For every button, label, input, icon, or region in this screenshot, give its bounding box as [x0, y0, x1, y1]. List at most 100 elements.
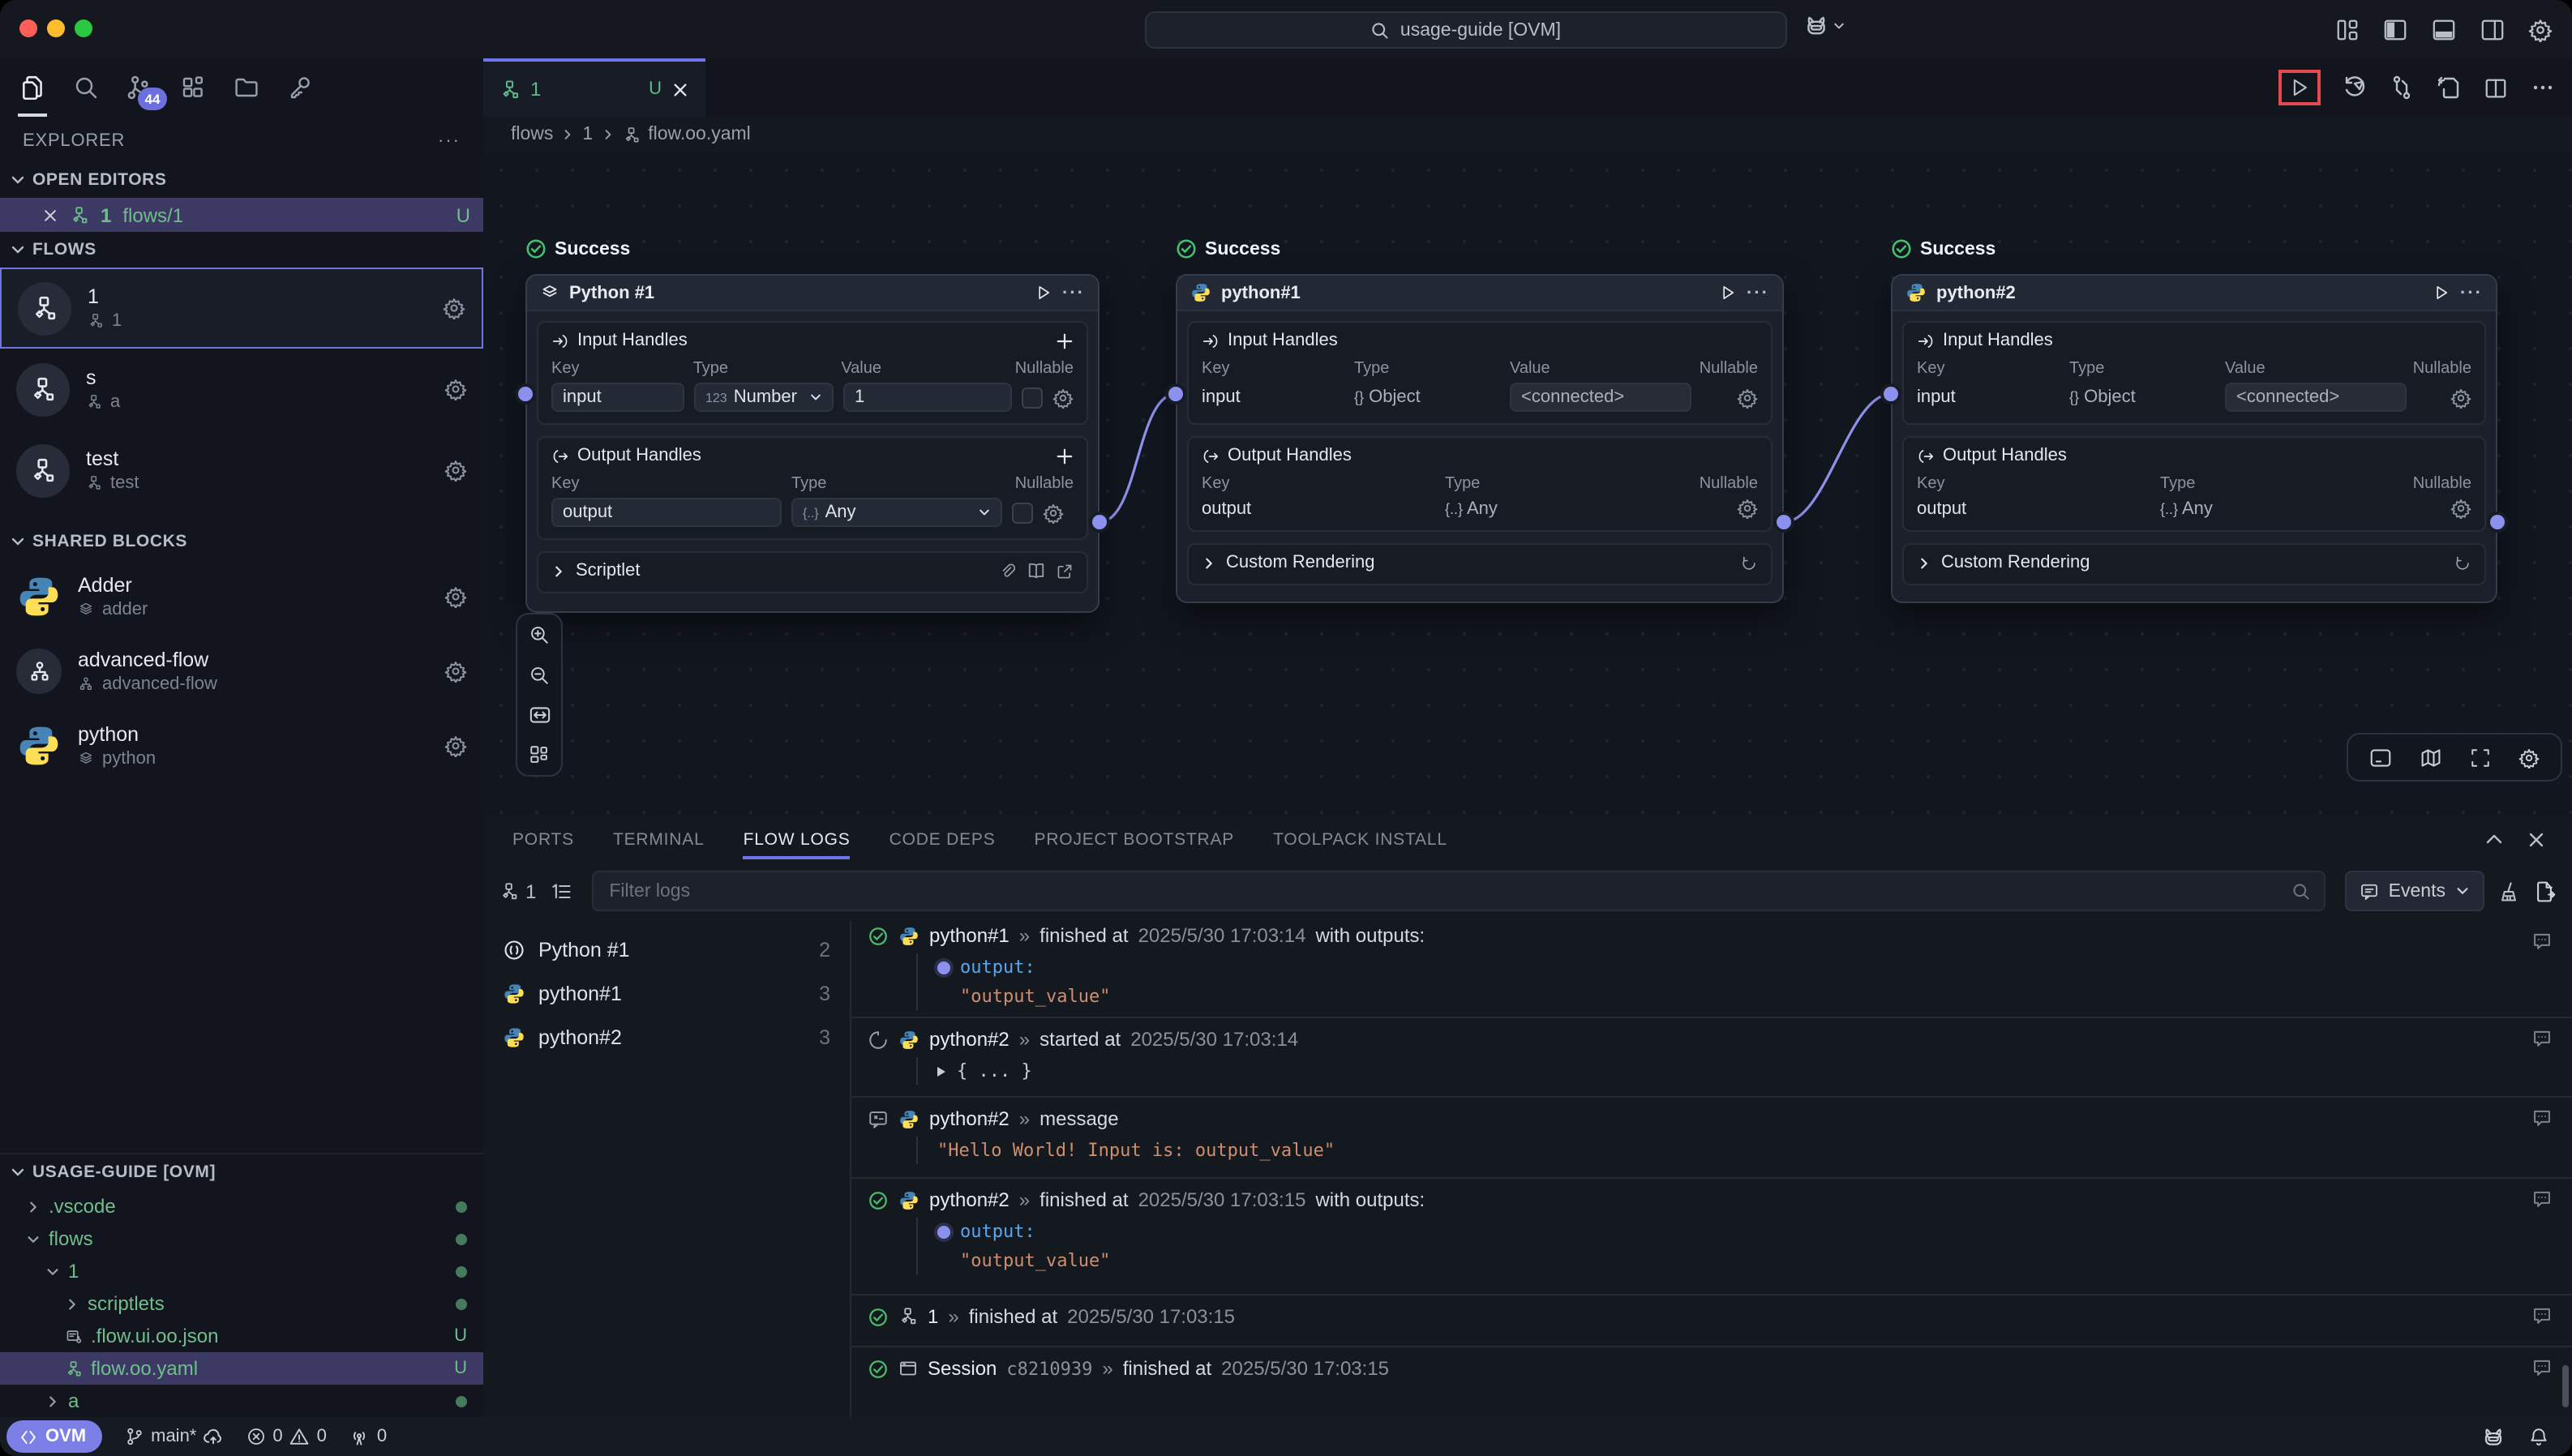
node-header[interactable]: Python #1 ···: [527, 276, 1098, 311]
open-docs-icon[interactable]: [1027, 561, 1046, 580]
flow-list-item[interactable]: 1 1: [0, 268, 483, 349]
replay-icon[interactable]: [2342, 75, 2368, 101]
log-entry[interactable]: python#2» message "Hello World! Input is…: [851, 1098, 2572, 1179]
log-node-row[interactable]: Python #1 2: [483, 927, 850, 971]
log-entry[interactable]: python#2» finished at 2025/5/30 17:03:15 w…: [851, 1179, 2572, 1295]
flow-list-item[interactable]: test test: [0, 430, 483, 511]
notifications-bell-icon[interactable]: [2528, 1426, 2549, 1447]
tree-item-1[interactable]: 1: [0, 1255, 483, 1287]
log-node-row[interactable]: python#2 3: [483, 1015, 850, 1059]
filter-logs-input[interactable]: [606, 880, 2291, 902]
log-entry[interactable]: 1» finished at 2025/5/30 17:03:15: [851, 1295, 2572, 1347]
activity-flows[interactable]: 44: [122, 58, 167, 117]
comment-icon[interactable]: [2531, 931, 2553, 952]
node-more-icon[interactable]: ···: [1062, 283, 1085, 302]
output-handle-dot[interactable]: [1773, 512, 1794, 533]
flow-node-python-1[interactable]: Python #1 ··· Input Handles Key Type Value…: [525, 274, 1100, 613]
settings-gear-icon[interactable]: [2528, 17, 2553, 41]
flow-settings-icon[interactable]: [444, 459, 467, 482]
scrollbar-thumb[interactable]: [2562, 1365, 2569, 1407]
console-panel-icon[interactable]: [2369, 747, 2392, 768]
handle-settings-icon[interactable]: [2450, 498, 2471, 519]
run-node-icon[interactable]: [1035, 284, 1052, 302]
split-editor-icon[interactable]: [2483, 75, 2509, 100]
comment-icon[interactable]: [2531, 1305, 2553, 1326]
zoom-window-button[interactable]: [75, 19, 92, 37]
run-flow-button[interactable]: [2278, 70, 2321, 105]
workspace-tree-header[interactable]: USAGE-GUIDE [OVM]: [0, 1153, 483, 1190]
run-node-icon[interactable]: [1719, 284, 1737, 302]
toggle-secondary-sidebar-icon[interactable]: [2480, 17, 2506, 41]
open-editors-header[interactable]: OPEN EDITORS: [0, 162, 483, 198]
toggle-panel-icon[interactable]: [2431, 17, 2457, 41]
tree-item-flow-ui-json[interactable]: .flow.ui.oo.json U: [0, 1320, 483, 1352]
tree-item-scriptlets[interactable]: scriptlets: [0, 1287, 483, 1320]
comment-icon[interactable]: [2531, 1188, 2553, 1210]
shared-block-item[interactable]: advanced-flow advanced-flow: [0, 634, 483, 709]
add-handle-icon[interactable]: [1056, 447, 1074, 465]
command-center-search[interactable]: usage-guide [OVM]: [1145, 11, 1787, 49]
handle-settings-icon[interactable]: [1052, 387, 1074, 408]
toggle-primary-sidebar-icon[interactable]: [2382, 17, 2408, 41]
custom-rendering-section[interactable]: Custom Rendering: [1902, 543, 2486, 585]
flow-settings-icon[interactable]: [444, 378, 467, 400]
copilot-menu[interactable]: [1803, 13, 1845, 39]
fit-view-icon[interactable]: [528, 705, 551, 725]
comment-icon[interactable]: [2531, 1107, 2553, 1128]
maximize-panel-icon[interactable]: [2484, 830, 2504, 850]
refresh-icon[interactable]: [2454, 554, 2471, 572]
block-settings-icon[interactable]: [444, 585, 467, 608]
zoom-in-icon[interactable]: [529, 624, 550, 645]
tab-toolpack-install[interactable]: TOOLPACK INSTALL: [1273, 830, 1447, 850]
handle-settings-icon[interactable]: [2450, 387, 2471, 408]
minimap-icon[interactable]: [2420, 747, 2442, 768]
comment-icon[interactable]: [2531, 1357, 2553, 1378]
tree-item-vscode[interactable]: .vscode: [0, 1190, 483, 1223]
log-entry[interactable]: python#1» finished at 2025/5/30 17:03:14 w…: [851, 921, 2572, 1018]
git-branch-status[interactable]: main*: [125, 1426, 224, 1447]
canvas-settings-icon[interactable]: [2518, 747, 2540, 768]
activity-explorer[interactable]: [15, 58, 50, 117]
output-handle-dot[interactable]: [1089, 512, 1110, 533]
auto-layout-icon[interactable]: [529, 744, 550, 765]
editor-tab-flow-1[interactable]: 1 U: [483, 58, 705, 117]
nullable-checkbox[interactable]: [1012, 502, 1033, 523]
flow-list-item[interactable]: s a: [0, 349, 483, 430]
open-editor-item[interactable]: 1 flows/1 U: [0, 198, 483, 232]
sync-cloud-icon[interactable]: [203, 1426, 224, 1447]
tab-close-icon[interactable]: [671, 80, 689, 98]
shared-blocks-header[interactable]: SHARED BLOCKS: [0, 524, 483, 559]
log-entry[interactable]: Session c8210939 » finished at 2025/5/30 …: [851, 1347, 2572, 1415]
tab-terminal[interactable]: TERMINAL: [612, 830, 705, 850]
nullable-checkbox[interactable]: [1022, 387, 1043, 408]
input-handle-dot[interactable]: [515, 383, 536, 405]
output-handle-dot[interactable]: [2487, 512, 2508, 533]
fullscreen-icon[interactable]: [2470, 747, 2491, 768]
handle-settings-icon[interactable]: [1737, 498, 1758, 519]
activity-blocks[interactable]: [175, 58, 211, 117]
minimize-window-button[interactable]: [47, 19, 65, 37]
events-dropdown[interactable]: Events: [2344, 871, 2484, 911]
flow-node-python2[interactable]: python#2 ··· Input Handles Key Type Value N…: [1891, 274, 2497, 603]
custom-rendering-section[interactable]: Custom Rendering: [1187, 543, 1773, 585]
input-type-select[interactable]: 123 Number: [694, 383, 834, 412]
input-value-field[interactable]: [855, 388, 1001, 407]
activity-folder[interactable]: [229, 58, 264, 117]
log-entry[interactable]: python#2» started at 2025/5/30 17:03:14 {…: [851, 1018, 2572, 1098]
output-key-field[interactable]: [563, 503, 770, 522]
block-settings-icon[interactable]: [444, 734, 467, 757]
list-view-icon[interactable]: [549, 880, 572, 902]
handle-settings-icon[interactable]: [1737, 387, 1758, 408]
activity-search[interactable]: [68, 58, 104, 117]
node-more-icon[interactable]: ···: [2460, 283, 2483, 302]
input-handle-dot[interactable]: [1880, 383, 1901, 405]
refresh-icon[interactable]: [1740, 554, 1758, 572]
input-handle-dot[interactable]: [1165, 383, 1186, 405]
output-type-select[interactable]: {..} Any: [791, 498, 1002, 527]
tab-code-deps[interactable]: CODE DEPS: [889, 830, 996, 850]
customize-layout-icon[interactable]: [2335, 17, 2360, 41]
block-settings-icon[interactable]: [444, 660, 467, 683]
flow-canvas[interactable]: Success Python #1 ··· Input Handles Key T…: [483, 152, 2572, 816]
run-node-icon[interactable]: [2433, 284, 2450, 302]
flow-node-python1[interactable]: python#1 ··· Input Handles Key Type Value N…: [1176, 274, 1784, 603]
